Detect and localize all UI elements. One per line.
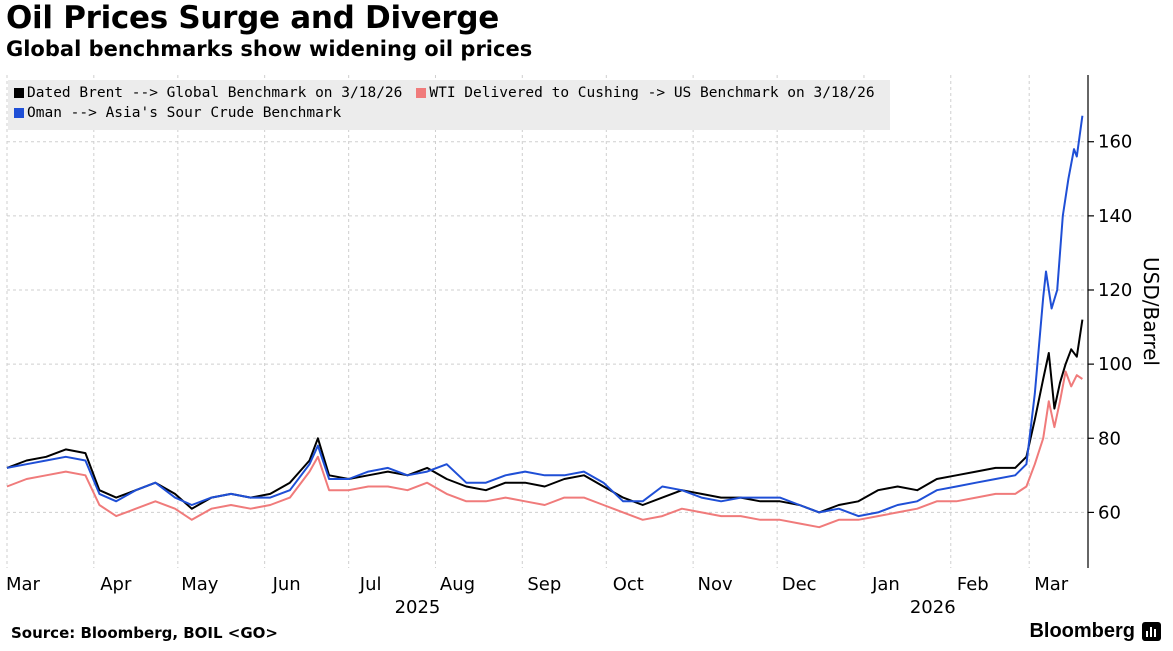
chart-title: Oil Prices Surge and Diverge: [6, 0, 500, 36]
legend-row-2: Oman --> Asia's Sour Crude Benchmark: [8, 103, 890, 123]
chart-subtitle: Global benchmarks show widening oil pric…: [6, 37, 533, 61]
bloomberg-logo: Bloomberg: [1029, 620, 1135, 642]
x-tick-label: May: [181, 574, 219, 595]
y-axis-title: USD/Barrel: [1139, 257, 1163, 366]
legend-item-brent: Dated Brent --> Global Benchmark on 3/18…: [14, 83, 402, 103]
x-tick-label: Nov: [698, 574, 733, 595]
x-tick-label: Aug: [440, 574, 475, 595]
x-tick-label: Dec: [782, 574, 817, 595]
series-lines: [6, 115, 1084, 529]
legend-item-oman: Oman --> Asia's Sour Crude Benchmark: [14, 103, 341, 123]
y-tick-label: 120: [1098, 280, 1132, 301]
legend-label-brent: Dated Brent --> Global Benchmark on 3/18…: [27, 85, 403, 101]
y-axis-labels: 60 80 100 120 140 160: [1098, 132, 1132, 524]
x-tick-label: Mar: [6, 574, 41, 595]
x-tick-label: Sep: [527, 574, 561, 595]
legend-label-oman: Oman --> Asia's Sour Crude Benchmark: [27, 105, 342, 121]
oman-swatch: [14, 108, 24, 118]
y-tick-label: 160: [1098, 132, 1132, 153]
y-tick-label: 140: [1098, 206, 1132, 227]
x-year-label: 2026: [910, 597, 956, 618]
wti-swatch: [416, 88, 427, 98]
y-tick-label: 100: [1098, 354, 1132, 375]
series-line-1: [6, 370, 1083, 529]
y-tick-label: 60: [1098, 502, 1121, 523]
legend-row-1: Dated Brent --> Global Benchmark on 3/18…: [8, 83, 890, 103]
x-tick-label: Mar: [1034, 574, 1069, 595]
x-tick-label: Jan: [871, 574, 900, 595]
x-tick-label: Jul: [359, 574, 382, 595]
bloomberg-terminal-icon: [1142, 622, 1161, 641]
legend-label-wti: WTI Delivered to Cushing -> US Benchmark…: [429, 85, 875, 101]
axes: [1087, 75, 1094, 568]
y-tick-label: 80: [1098, 428, 1121, 449]
series-line-0: [6, 319, 1084, 514]
x-tick-label: Feb: [957, 574, 989, 595]
brent-swatch: [14, 88, 24, 98]
x-tick-label: Jun: [272, 574, 301, 595]
legend-item-wti: WTI Delivered to Cushing -> US Benchmark…: [416, 83, 875, 103]
x-tick-label: Apr: [100, 574, 132, 595]
series-line-2: [6, 115, 1084, 518]
source-note: Source: Bloomberg, BOIL <GO>: [11, 624, 278, 642]
chart-legend: Dated Brent --> Global Benchmark on 3/18…: [8, 80, 890, 130]
x-tick-label: Oct: [613, 574, 644, 595]
x-axis-labels: Mar Apr May Jun Jul Aug Sep Oct Nov Dec Jan Feb Mar 2…: [6, 574, 1069, 618]
x-year-label: 2025: [395, 597, 441, 618]
